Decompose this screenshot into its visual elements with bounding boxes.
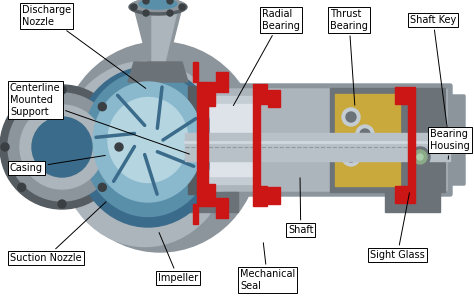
Text: Radial
Bearing: Radial Bearing [233, 9, 300, 106]
Text: Casing: Casing [10, 156, 105, 173]
Circle shape [342, 148, 360, 166]
Circle shape [0, 85, 124, 209]
Circle shape [58, 200, 66, 208]
Text: Shaft: Shaft [288, 178, 313, 235]
FancyBboxPatch shape [435, 141, 470, 153]
Ellipse shape [139, 0, 177, 9]
Polygon shape [216, 72, 228, 92]
FancyBboxPatch shape [188, 192, 238, 212]
Polygon shape [134, 7, 182, 62]
Circle shape [346, 152, 356, 162]
Circle shape [143, 0, 149, 4]
FancyBboxPatch shape [205, 96, 260, 184]
Text: Thrust
Bearing: Thrust Bearing [330, 9, 368, 105]
Ellipse shape [83, 72, 213, 217]
Circle shape [18, 183, 26, 191]
Text: Shaft Key: Shaft Key [410, 15, 456, 146]
FancyBboxPatch shape [330, 88, 445, 192]
Circle shape [346, 112, 356, 122]
Text: Centerline
Mounted
Support: Centerline Mounted Support [10, 83, 190, 154]
Polygon shape [408, 87, 415, 203]
Text: Suction Nozzle: Suction Nozzle [10, 202, 106, 263]
Circle shape [1, 143, 9, 151]
Polygon shape [197, 106, 208, 184]
FancyBboxPatch shape [445, 133, 457, 139]
FancyBboxPatch shape [210, 104, 255, 176]
FancyBboxPatch shape [188, 86, 198, 194]
Polygon shape [253, 84, 267, 104]
FancyBboxPatch shape [193, 62, 198, 82]
Polygon shape [197, 82, 215, 106]
Circle shape [98, 183, 106, 191]
Circle shape [410, 147, 430, 167]
Polygon shape [253, 186, 267, 206]
Polygon shape [253, 104, 260, 186]
Circle shape [356, 125, 374, 143]
Circle shape [32, 117, 92, 177]
Circle shape [115, 143, 123, 151]
Ellipse shape [60, 42, 260, 252]
FancyBboxPatch shape [385, 192, 440, 212]
FancyBboxPatch shape [193, 84, 452, 196]
Point [447, 140, 453, 144]
Text: Impeller: Impeller [158, 233, 198, 283]
Circle shape [18, 103, 26, 111]
Text: Discharge
Nozzle: Discharge Nozzle [22, 5, 146, 88]
Text: Mechanical
Seal: Mechanical Seal [240, 243, 295, 291]
Ellipse shape [108, 98, 188, 182]
Circle shape [98, 103, 106, 111]
Circle shape [131, 4, 137, 10]
Polygon shape [197, 184, 215, 206]
FancyBboxPatch shape [193, 204, 198, 224]
Circle shape [143, 10, 149, 16]
Circle shape [20, 105, 104, 189]
Polygon shape [268, 187, 280, 204]
Polygon shape [152, 7, 178, 62]
Point [447, 145, 453, 149]
Ellipse shape [93, 82, 203, 202]
Circle shape [167, 0, 173, 4]
Circle shape [179, 4, 185, 10]
FancyBboxPatch shape [449, 95, 465, 185]
Text: Sight Glass: Sight Glass [370, 193, 425, 260]
Point [182, 145, 188, 149]
Circle shape [417, 154, 423, 160]
Ellipse shape [60, 62, 230, 246]
Circle shape [360, 129, 370, 139]
Ellipse shape [132, 0, 184, 11]
Circle shape [413, 150, 427, 164]
Ellipse shape [129, 0, 187, 15]
Circle shape [342, 108, 360, 126]
FancyBboxPatch shape [335, 94, 400, 186]
Point [182, 140, 188, 144]
Polygon shape [268, 90, 280, 107]
Polygon shape [395, 87, 408, 104]
Circle shape [8, 93, 116, 201]
Polygon shape [216, 198, 228, 218]
Polygon shape [185, 133, 450, 161]
Polygon shape [128, 62, 188, 82]
Circle shape [58, 86, 66, 94]
Polygon shape [395, 186, 408, 203]
Text: Bearing
Housing: Bearing Housing [430, 129, 470, 159]
Ellipse shape [75, 67, 220, 227]
Circle shape [167, 10, 173, 16]
FancyBboxPatch shape [198, 89, 447, 191]
